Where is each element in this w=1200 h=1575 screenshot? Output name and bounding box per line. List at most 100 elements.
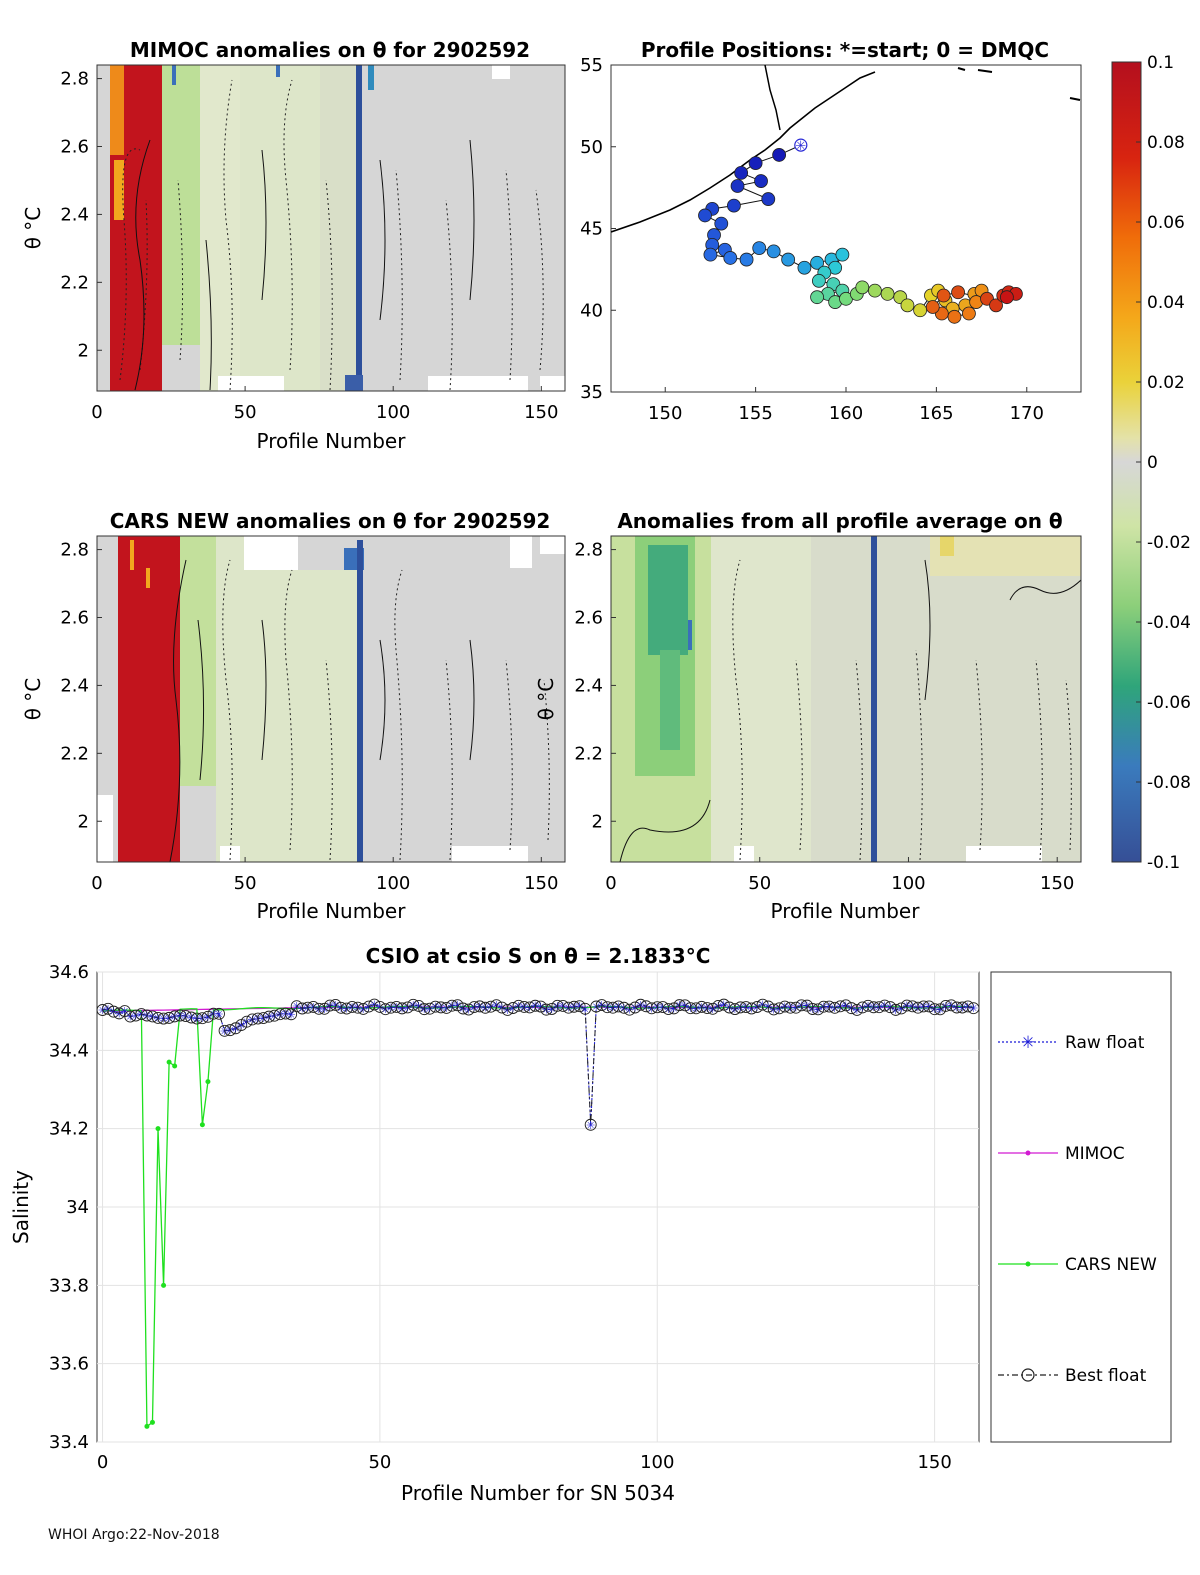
profile-position-point (739, 252, 754, 267)
raw-float-point: ✳ (680, 999, 689, 1012)
best-float-point (379, 1003, 392, 1016)
best-float-point (285, 1008, 298, 1021)
best-float-point (612, 1000, 625, 1013)
best-float-point (396, 1002, 409, 1015)
cars-field (97, 536, 565, 862)
x-tick-label: 100 (376, 402, 410, 423)
x-tick-label: 150 (524, 873, 558, 894)
map-y-tick-label: 50 (580, 137, 603, 158)
best-float-point (895, 1002, 908, 1015)
best-float-point (268, 1009, 281, 1022)
colorbar-tick-label: 0 (1147, 453, 1158, 473)
best-float-point (140, 1009, 153, 1022)
profile-position-point (951, 285, 965, 300)
best-float-point (224, 1024, 237, 1037)
raw-float-point: ✳ (414, 1000, 423, 1013)
cars-dip-point (205, 1079, 211, 1085)
map-axes: 150 155 160 165 170 35 40 45 50 55 (580, 55, 1044, 424)
best-float-point (318, 1002, 331, 1015)
x-tick-label: 100 (376, 873, 410, 894)
profile-position-point (748, 156, 763, 171)
best-float-point (534, 1000, 547, 1013)
raw-float-series-line (102, 1003, 974, 1125)
raw-float-point: ✳ (403, 1001, 412, 1014)
coastline (611, 65, 1081, 233)
cars-dip-point (199, 1122, 205, 1128)
best-float-point (207, 1007, 220, 1020)
best-float-point (135, 1008, 148, 1021)
raw-float-point: ✳ (231, 1022, 240, 1035)
profile-position-point (766, 244, 781, 259)
best-float-point (889, 1003, 902, 1016)
cars-dip-point (166, 1059, 172, 1065)
best-float-point (789, 1001, 802, 1014)
map-y-tick-label: 45 (580, 219, 603, 240)
legend-raw-label: Raw float (1065, 1033, 1145, 1053)
cars-axes: 0 50 100 150 2 2.2 2.4 2.6 2.8 (60, 540, 558, 894)
colorbar-tick-label: 0.1 (1147, 53, 1174, 73)
best-float-point (839, 999, 852, 1012)
profile-position-point (703, 247, 718, 262)
best-float-point (767, 1003, 780, 1016)
raw-float-point: ✳ (897, 1002, 906, 1015)
cars-dip-point (172, 1063, 178, 1069)
best-float-point (368, 998, 381, 1011)
raw-float-point: ✳ (581, 1003, 590, 1016)
best-float-point (579, 1002, 592, 1015)
sal-y-tick-label: 33.8 (49, 1275, 89, 1296)
profile-position-point (810, 290, 824, 305)
legend-cars-label: CARS NEW (1065, 1255, 1157, 1275)
profile-position-point (698, 208, 712, 223)
sal-y-tick-label: 33.4 (49, 1432, 89, 1453)
colorbar-tick-label: 0.06 (1147, 213, 1185, 233)
best-float-point (701, 1002, 714, 1015)
raw-float-point: ✳ (814, 1003, 823, 1016)
map-x-tick-label: 155 (738, 403, 772, 424)
y-tick-label: 2.2 (60, 743, 89, 764)
best-float-point (446, 999, 458, 1012)
start-star: ✳ (795, 139, 806, 154)
raw-float-point: ✳ (242, 1016, 251, 1029)
profile-position-point (989, 298, 1003, 313)
raw-float-point: ✳ (115, 1007, 124, 1020)
salinity-grid (97, 971, 979, 1443)
best-float-point (706, 1002, 719, 1015)
allavg-ylabel: θ °C (534, 678, 558, 721)
cars-xlabel: Profile Number (257, 899, 407, 923)
best-float-point (717, 998, 730, 1011)
y-tick-label: 2.6 (574, 608, 603, 629)
raw-float-point: ✳ (536, 1001, 545, 1014)
raw-float-point: ✳ (586, 1119, 595, 1132)
y-tick-label: 2.8 (60, 540, 89, 561)
y-tick-label: 2 (78, 340, 89, 361)
cars-dip-point (161, 1282, 167, 1288)
best-float-point (257, 1012, 270, 1025)
best-float-point (673, 999, 686, 1012)
profile-position-point (723, 251, 738, 265)
mimoc-field (97, 65, 565, 391)
profile-position-point (797, 260, 812, 275)
raw-float-point: ✳ (708, 1003, 717, 1016)
map-y-tick-label: 35 (580, 382, 603, 403)
best-float-point (113, 1007, 126, 1020)
x-tick-label: 100 (891, 873, 925, 894)
raw-float-point: ✳ (214, 1008, 223, 1021)
x-tick-label: 150 (1040, 873, 1074, 894)
profile-position-point (880, 286, 895, 301)
best-float-point (595, 999, 608, 1012)
cars-panel: CARS NEW anomalies on θ for 2902592 0 50 1… (21, 509, 566, 923)
x-tick-label: 150 (524, 402, 558, 423)
best-float-point (163, 1011, 176, 1024)
raw-float-point: ✳ (442, 1002, 451, 1015)
raw-float-point: ✳ (753, 1001, 762, 1014)
best-float-point (917, 1000, 930, 1013)
y-tick-label: 2.6 (60, 137, 89, 158)
profile-position-point (772, 148, 787, 162)
best-float-point (945, 999, 958, 1012)
best-float-point (201, 1010, 214, 1023)
best-float-point (196, 1012, 209, 1025)
profile-position-point (714, 216, 729, 231)
raw-float-point: ✳ (852, 1004, 861, 1017)
salinity-legend: ✳ Raw float MIMOC CARS NEW Best float (990, 971, 1172, 1443)
raw-float-point: ✳ (226, 1024, 235, 1037)
